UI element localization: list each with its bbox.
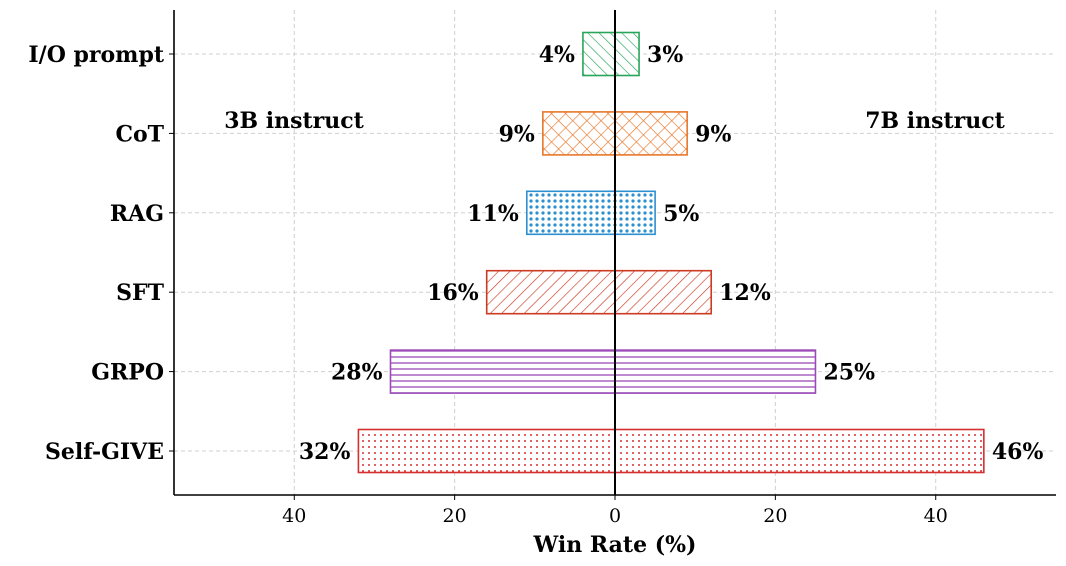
value-label-3b: 9% — [499, 121, 535, 147]
value-label-3b: 11% — [467, 201, 519, 227]
bar-7b-2 — [614, 190, 656, 236]
bars — [357, 31, 985, 474]
category-label: SFT — [116, 280, 165, 306]
bar-3b-3 — [485, 269, 616, 315]
bar-3b-5 — [357, 428, 616, 474]
x-tick-label: 40 — [282, 505, 306, 527]
bar-7b-4 — [614, 349, 817, 394]
x-tick-label: 0 — [609, 505, 621, 527]
value-label-7b: 9% — [695, 121, 731, 147]
bar-3b-0 — [582, 31, 616, 77]
bar-7b-0 — [614, 31, 640, 77]
x-tick-label: 20 — [763, 505, 787, 527]
bar-3b-1 — [542, 111, 616, 156]
annotation-3b-instruct: 3B instruct — [224, 108, 364, 134]
bar-7b-5 — [614, 428, 985, 474]
bar-3b-4 — [389, 349, 616, 394]
value-label-3b: 4% — [539, 42, 575, 68]
bar-7b-3 — [614, 269, 713, 315]
value-label-7b: 46% — [992, 439, 1044, 465]
value-label-3b: 16% — [427, 280, 479, 306]
category-label: CoT — [115, 121, 164, 147]
value-label-7b: 12% — [719, 280, 771, 306]
x-tick-label: 40 — [924, 505, 948, 527]
category-label: Self-GIVE — [45, 439, 164, 465]
category-label: I/O prompt — [28, 42, 164, 68]
value-label-3b: 32% — [299, 439, 351, 465]
value-label-7b: 3% — [647, 42, 683, 68]
x-tick-label: 20 — [443, 505, 467, 527]
value-label-7b: 5% — [663, 201, 699, 227]
category-label: RAG — [110, 201, 164, 227]
annotation-7b-instruct: 7B instruct — [865, 108, 1005, 134]
category-label: GRPO — [91, 360, 164, 386]
value-label-7b: 25% — [823, 360, 875, 386]
x-axis-title: Win Rate (%) — [533, 532, 697, 558]
labels: 4% 3% I/O prompt 9% 9% CoT 11% 5% RAG 16% 12% SFT 28… — [28, 42, 1043, 527]
bar-7b-1 — [614, 111, 688, 156]
axes — [169, 10, 1056, 500]
value-label-3b: 28% — [331, 360, 383, 386]
bar-3b-2 — [525, 190, 616, 236]
